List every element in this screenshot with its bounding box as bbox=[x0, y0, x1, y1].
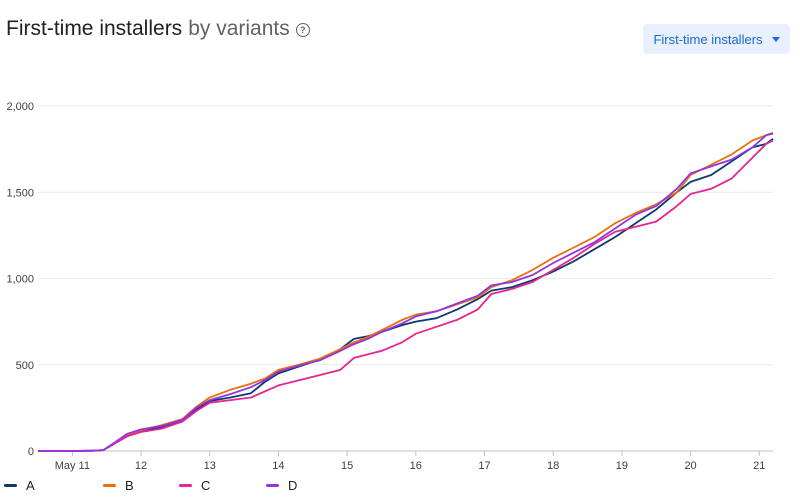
page-title: First-time installers bbox=[6, 17, 183, 40]
legend-label: D bbox=[288, 478, 298, 493]
series-lines bbox=[38, 131, 774, 452]
metric-selector-button[interactable]: First-time installers bbox=[643, 24, 790, 54]
metric-selector-label: First-time installers bbox=[653, 31, 763, 47]
x-axis-ticks: May 11 12 13 14 15 16 17 18 19 20 21 bbox=[55, 451, 765, 472]
legend-label: B bbox=[125, 478, 134, 493]
legend-swatch bbox=[4, 484, 17, 487]
x-tick-label: 20 bbox=[684, 460, 696, 472]
y-tick-label: 1,000 bbox=[6, 274, 34, 286]
legend-item-d[interactable]: D bbox=[266, 478, 297, 493]
chart-header: First-time installers by variants ? bbox=[6, 14, 310, 44]
x-tick-label: 16 bbox=[410, 460, 422, 472]
chart-legend: A B C D bbox=[4, 478, 404, 498]
x-tick-label: 17 bbox=[478, 460, 490, 472]
y-axis-ticks: 0 500 1,000 1,500 2,000 bbox=[6, 101, 34, 458]
dropdown-caret-icon bbox=[771, 36, 780, 42]
series-line-b[interactable] bbox=[38, 131, 774, 452]
x-tick-label: 21 bbox=[753, 460, 765, 472]
legend-item-c[interactable]: C bbox=[179, 478, 210, 493]
y-tick-label: 2,000 bbox=[6, 101, 34, 113]
line-chart: 0 500 1,000 1,500 2,000 May 11 12 13 14 15 16 17 18… bbox=[6, 101, 774, 472]
x-tick-label: 12 bbox=[135, 460, 147, 472]
legend-swatch bbox=[179, 484, 192, 487]
legend-label: A bbox=[26, 478, 35, 493]
series-line-d[interactable] bbox=[38, 132, 774, 452]
x-tick-label: 18 bbox=[547, 460, 559, 472]
legend-item-a[interactable]: A bbox=[4, 478, 35, 493]
legend-swatch bbox=[103, 484, 116, 487]
x-tick-label: 14 bbox=[272, 460, 284, 472]
page-subtitle: by variants bbox=[188, 17, 290, 40]
legend-label: C bbox=[201, 478, 211, 493]
x-tick-label: 19 bbox=[616, 460, 628, 472]
x-tick-label: May 11 bbox=[55, 460, 90, 472]
series-line-a[interactable] bbox=[38, 138, 774, 452]
series-line-c[interactable] bbox=[38, 139, 774, 452]
x-tick-label: 13 bbox=[204, 460, 216, 472]
y-tick-label: 0 bbox=[28, 446, 34, 458]
y-tick-label: 1,500 bbox=[6, 187, 34, 199]
y-tick-label: 500 bbox=[16, 360, 34, 372]
legend-item-b[interactable]: B bbox=[103, 478, 134, 493]
x-tick-label: 15 bbox=[341, 460, 353, 472]
grid-lines bbox=[38, 105, 773, 452]
legend-swatch bbox=[266, 484, 279, 487]
help-circle-icon[interactable]: ? bbox=[295, 23, 310, 37]
